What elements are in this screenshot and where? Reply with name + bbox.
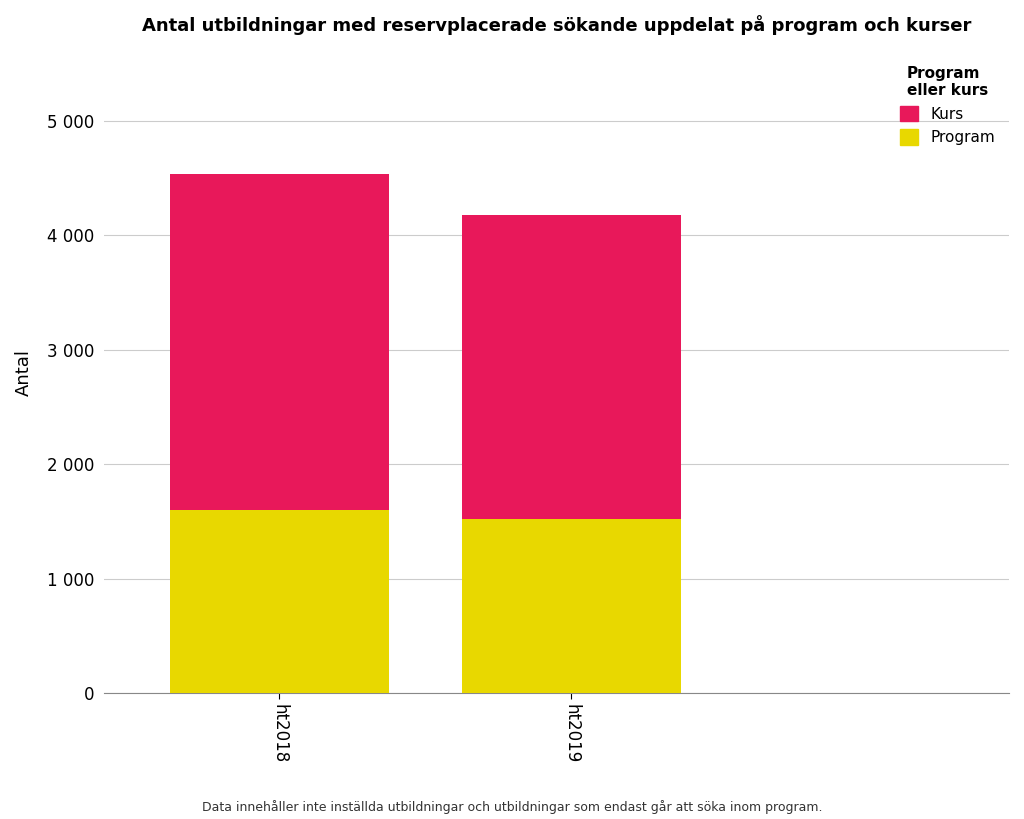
- Bar: [170, 510, 389, 694]
- Title: Antal utbildningar med reservplacerade sökande uppdelat på program och kurser: Antal utbildningar med reservplacerade s…: [141, 15, 971, 35]
- Bar: [462, 519, 681, 694]
- Bar: [462, 215, 681, 519]
- Legend: Kurs, Program: Kurs, Program: [894, 60, 1001, 152]
- Text: Data innehåller inte inställda utbildningar och utbildningar som endast går att : Data innehåller inte inställda utbildnin…: [202, 800, 822, 814]
- Bar: [170, 174, 389, 510]
- Y-axis label: Antal: Antal: [15, 349, 33, 396]
